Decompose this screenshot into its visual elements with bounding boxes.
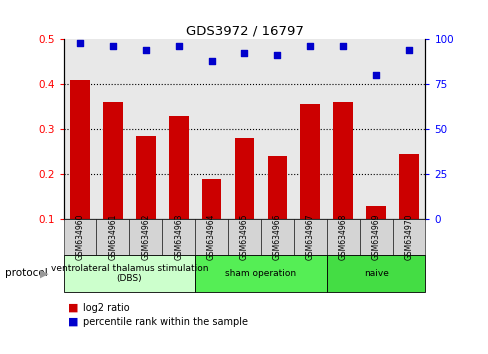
Bar — [234, 138, 254, 219]
Bar — [398, 154, 418, 219]
Text: ventrolateral thalamus stimulation
(DBS): ventrolateral thalamus stimulation (DBS) — [51, 264, 208, 283]
Bar — [136, 136, 155, 219]
Point — [339, 43, 346, 49]
Bar — [70, 80, 90, 219]
Bar — [202, 179, 221, 219]
Point — [109, 43, 117, 49]
Bar — [103, 102, 122, 219]
Text: ■: ■ — [68, 317, 79, 327]
Text: GSM634968: GSM634968 — [338, 214, 347, 261]
Text: ▶: ▶ — [40, 268, 48, 279]
Bar — [300, 104, 320, 219]
Text: GSM634969: GSM634969 — [371, 214, 380, 261]
Text: GSM634964: GSM634964 — [207, 214, 216, 261]
Text: protocol: protocol — [5, 268, 47, 279]
Point — [273, 52, 281, 58]
Point — [207, 58, 215, 63]
Point — [306, 43, 314, 49]
Text: ■: ■ — [68, 303, 79, 313]
Text: GSM634960: GSM634960 — [75, 214, 84, 261]
Text: GSM634966: GSM634966 — [272, 214, 281, 261]
Point — [174, 43, 182, 49]
Bar — [267, 156, 286, 219]
Text: GSM634970: GSM634970 — [404, 214, 413, 261]
Text: naive: naive — [363, 269, 388, 278]
Text: log2 ratio: log2 ratio — [83, 303, 129, 313]
Text: GSM634965: GSM634965 — [240, 214, 248, 261]
Bar — [168, 116, 188, 219]
Point — [142, 47, 149, 53]
Point — [240, 51, 248, 56]
Point — [404, 47, 412, 53]
Text: GSM634961: GSM634961 — [108, 214, 117, 261]
Text: GSM634962: GSM634962 — [141, 214, 150, 261]
Title: GDS3972 / 16797: GDS3972 / 16797 — [185, 25, 303, 38]
Bar — [333, 102, 352, 219]
Bar — [366, 206, 385, 219]
Text: percentile rank within the sample: percentile rank within the sample — [83, 317, 247, 327]
Text: GSM634967: GSM634967 — [305, 214, 314, 261]
Point — [76, 40, 84, 45]
Text: sham operation: sham operation — [225, 269, 296, 278]
Point — [371, 72, 379, 78]
Text: GSM634963: GSM634963 — [174, 214, 183, 261]
